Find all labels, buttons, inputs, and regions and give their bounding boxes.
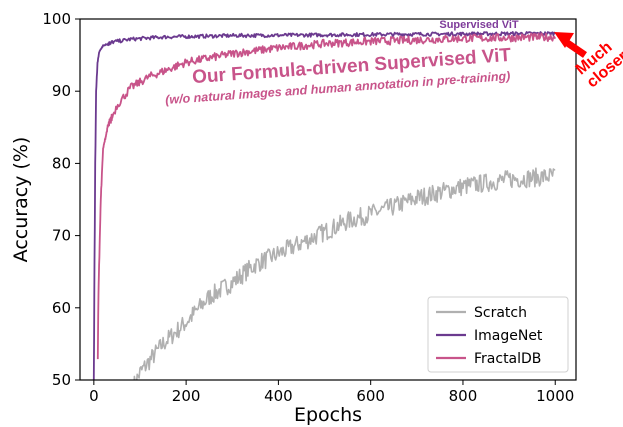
x-tick-label: 0 — [89, 387, 99, 405]
legend-label-scratch: Scratch — [474, 305, 527, 321]
x-tick-label: 200 — [172, 387, 201, 405]
series-layer — [92, 31, 557, 380]
y-tick-label: 50 — [52, 371, 71, 389]
ticks-layer: 0 200 400 600 800 1000 50 60 70 80 90 100 — [42, 10, 574, 405]
x-tick-label: 600 — [356, 387, 385, 405]
y-tick-label: 100 — [42, 10, 71, 28]
y-tick-label: 60 — [52, 299, 71, 317]
y-tick-label: 70 — [52, 227, 71, 245]
legend-label-fractaldb: FractalDB — [474, 351, 541, 367]
supervised-vit-annotation: Supervised ViT — [439, 19, 519, 31]
legend: Scratch ImageNet FractalDB — [427, 296, 569, 373]
arrow-head — [554, 32, 574, 48]
series-line-scratch — [133, 167, 556, 380]
x-tick-label: 800 — [449, 387, 478, 405]
x-tick-label: 1000 — [536, 387, 574, 405]
y-tick-label: 80 — [52, 154, 71, 172]
series-line-imagenet — [92, 31, 556, 380]
plot-frame — [79, 18, 577, 381]
y-axis-title: Accuracy (%) — [10, 137, 32, 263]
arrow-shaft — [564, 39, 587, 58]
legend-box — [427, 296, 569, 373]
y-tick-label: 90 — [52, 82, 71, 100]
series-line-fractaldb — [96, 32, 557, 360]
x-tick-label: 400 — [264, 387, 293, 405]
x-axis-title: Epochs — [294, 404, 362, 426]
much-closer-arrow — [554, 32, 587, 58]
legend-label-imagenet: ImageNet — [474, 328, 543, 344]
